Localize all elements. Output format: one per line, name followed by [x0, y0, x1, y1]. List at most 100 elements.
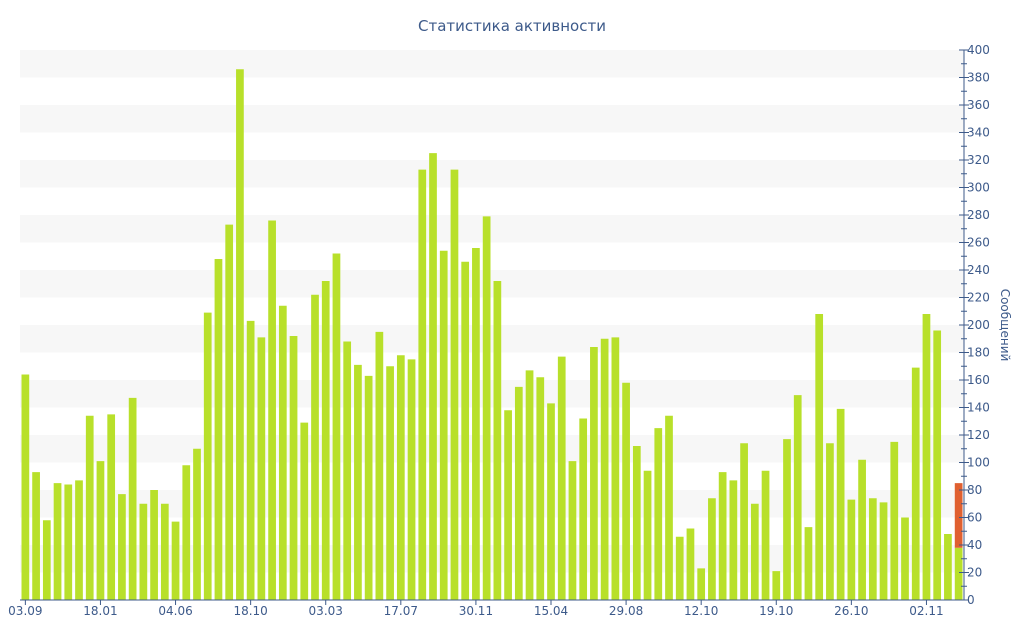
y-tick-label: 240 — [967, 263, 990, 277]
y-tick-label: 0 — [967, 593, 975, 607]
bar — [139, 503, 148, 600]
grid-band — [20, 105, 964, 133]
bar — [761, 470, 770, 600]
bar — [450, 169, 459, 600]
bar — [21, 374, 30, 600]
bar — [686, 528, 695, 600]
y-tick-label: 100 — [967, 456, 990, 470]
y-tick-label: 400 — [967, 43, 990, 57]
bar — [236, 69, 244, 600]
bar — [85, 415, 94, 600]
y-tick-label: 160 — [967, 373, 990, 387]
bar — [257, 337, 266, 600]
bar — [182, 465, 191, 600]
x-tick-label: 15.04 — [534, 604, 568, 618]
x-tick-label: 18.10 — [233, 604, 267, 618]
x-tick-label: 17.07 — [384, 604, 418, 618]
bar — [461, 261, 470, 600]
bar — [718, 472, 727, 600]
bar — [868, 498, 877, 600]
x-axis: 03.09 18.01 04.06 18.10 03.03 17.07 30.11 15.04… — [8, 599, 964, 618]
x-tick-label: 26.10 — [834, 604, 868, 618]
y-tick-label: 220 — [967, 291, 990, 305]
bar — [675, 536, 684, 600]
y-tick-label: 180 — [967, 346, 990, 360]
x-tick-label: 18.01 — [83, 604, 117, 618]
bar — [879, 502, 888, 600]
bar — [783, 439, 791, 600]
bar — [407, 359, 416, 600]
bar — [826, 443, 834, 600]
bar — [740, 443, 748, 600]
x-tick-label: 19.10 — [759, 604, 793, 618]
y-tick-label: 40 — [967, 538, 982, 552]
bar — [568, 461, 577, 600]
bar — [697, 568, 706, 600]
bar — [858, 459, 866, 600]
bar — [64, 484, 73, 600]
bar — [107, 414, 116, 600]
bar — [547, 403, 555, 600]
y-tick-label: 140 — [967, 401, 990, 415]
bar — [643, 470, 652, 600]
bar — [525, 370, 534, 600]
x-tick-label: 04.06 — [158, 604, 192, 618]
grid-band — [20, 490, 964, 518]
grid-band — [20, 50, 964, 78]
bar — [343, 341, 352, 600]
bar — [150, 490, 158, 600]
bar — [590, 347, 598, 600]
y-tick-label: 20 — [967, 566, 982, 580]
bar — [933, 330, 942, 600]
bars — [21, 69, 963, 600]
bar — [289, 336, 298, 600]
bar — [75, 480, 83, 600]
x-tick-label: 29.08 — [609, 604, 643, 618]
bar — [482, 216, 491, 600]
bar — [579, 418, 588, 600]
bar — [193, 448, 201, 600]
y-tick-label: 60 — [967, 511, 982, 525]
y-tick-label: 360 — [967, 98, 990, 112]
bar — [493, 281, 502, 600]
bar — [772, 571, 781, 600]
bar — [708, 498, 716, 600]
bar — [118, 494, 126, 600]
bar — [504, 410, 512, 600]
bar — [472, 248, 480, 600]
bar — [300, 422, 309, 600]
y-tick-label: 80 — [967, 483, 982, 497]
bar — [804, 527, 813, 600]
y-tick-label: 380 — [967, 71, 990, 85]
bar — [793, 395, 802, 600]
y-tick-label: 120 — [967, 428, 990, 442]
bar — [225, 224, 234, 600]
y-tick-label: 300 — [967, 181, 990, 195]
bar — [922, 314, 931, 600]
bar — [847, 499, 856, 600]
x-tick-label: 30.11 — [459, 604, 493, 618]
bar — [53, 483, 62, 600]
bar — [203, 312, 212, 600]
bar — [396, 355, 405, 600]
x-tick-label: 03.03 — [309, 604, 343, 618]
bar — [750, 503, 759, 600]
bar — [332, 253, 341, 600]
bar — [954, 547, 963, 600]
bar — [268, 220, 276, 600]
bar — [600, 338, 609, 600]
grid-band — [20, 270, 964, 298]
bar — [654, 428, 663, 600]
y-tick-label: 320 — [967, 153, 990, 167]
x-tick-label: 12.10 — [684, 604, 718, 618]
y-tick-label: 340 — [967, 126, 990, 140]
bar — [622, 382, 630, 600]
bar — [836, 408, 845, 600]
bar — [815, 314, 824, 600]
chart-title: Статистика активности — [418, 17, 606, 35]
grid-band — [20, 215, 964, 243]
x-tick-label: 03.09 — [8, 604, 42, 618]
grid-band — [20, 160, 964, 188]
bar — [611, 337, 620, 600]
grid-bands — [20, 50, 964, 573]
